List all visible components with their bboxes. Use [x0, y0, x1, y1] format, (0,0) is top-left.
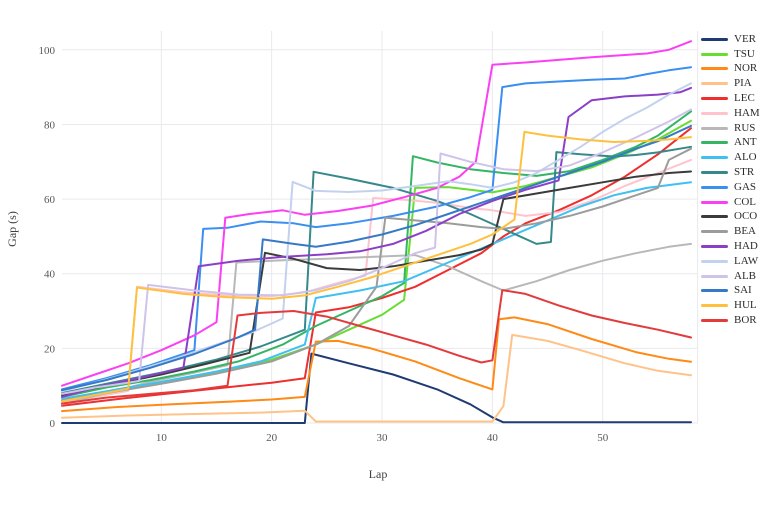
series-line-VER[interactable]: [61, 352, 692, 424]
legend-line-swatch: [701, 289, 728, 293]
series-line-BEA[interactable]: [61, 147, 692, 402]
series-layer: [61, 40, 692, 424]
legend-item-OCO[interactable]: OCO: [701, 210, 760, 225]
y-tick-label: 60: [44, 194, 56, 206]
series-line-LAW[interactable]: [61, 82, 692, 393]
legend-item-ANT[interactable]: ANT: [701, 136, 760, 151]
legend-item-NOR[interactable]: NOR: [701, 62, 760, 77]
y-axis-title: Gap (s): [5, 211, 19, 247]
legend-label: TSU: [734, 47, 755, 60]
legend-label: HUL: [734, 299, 757, 312]
legend-label: ANT: [734, 136, 757, 149]
legend-label: BEA: [734, 225, 756, 238]
y-tick-label: 80: [44, 119, 56, 131]
legend-line-swatch: [701, 52, 728, 56]
y-tick-label: 0: [50, 418, 56, 430]
legend-line-swatch: [701, 97, 728, 101]
series-line-RUS[interactable]: [61, 242, 692, 406]
legend-label: ALO: [734, 151, 757, 164]
legend-line-swatch: [701, 200, 728, 204]
legend-line-swatch: [701, 82, 728, 86]
legend-item-COL[interactable]: COL: [701, 195, 760, 210]
legend-item-ALB[interactable]: ALB: [701, 269, 760, 284]
legend-label: OCO: [734, 210, 758, 223]
legend-line-swatch: [701, 126, 728, 130]
legend-line-swatch: [701, 274, 728, 278]
legend-label: ALB: [734, 269, 756, 282]
x-tick-label: 20: [266, 432, 278, 444]
series-line-ALO[interactable]: [61, 181, 692, 400]
series-line-STR[interactable]: [61, 145, 692, 395]
legend-line-swatch: [701, 259, 728, 263]
series-line-SAI[interactable]: [61, 124, 692, 392]
legend-item-STR[interactable]: STR: [701, 165, 760, 180]
x-tick-label: 40: [487, 432, 499, 444]
legend-item-GAS[interactable]: GAS: [701, 180, 760, 195]
tick-layer: 10 20 30 40 50 0 20 40 60 80 100: [39, 45, 609, 444]
legend-item-HAM[interactable]: HAM: [701, 106, 760, 121]
x-tick-label: 30: [377, 432, 389, 444]
legend-line-swatch: [701, 111, 728, 115]
legend-item-RUS[interactable]: RUS: [701, 121, 760, 136]
series-line-HUL[interactable]: [61, 130, 692, 403]
legend-item-LEC[interactable]: LEC: [701, 91, 760, 106]
legend-label: HAM: [734, 106, 760, 119]
legend-label: NOR: [734, 62, 758, 75]
legend-item-HUL[interactable]: HUL: [701, 298, 760, 313]
x-tick-label: 10: [156, 432, 168, 444]
legend-label: VER: [734, 32, 756, 45]
series-line-HAD[interactable]: [61, 86, 692, 398]
legend-item-BOR[interactable]: BOR: [701, 313, 760, 328]
series-line-LEC[interactable]: [61, 127, 692, 407]
legend-item-PIA[interactable]: PIA: [701, 76, 760, 91]
series-line-OCO[interactable]: [61, 170, 692, 396]
legend-label: LAW: [734, 254, 759, 267]
legend-line-swatch: [701, 319, 728, 323]
legend-label: HAD: [734, 240, 758, 253]
legend-item-SAI[interactable]: SAI: [701, 284, 760, 299]
legend-label: STR: [734, 166, 755, 179]
legend-line-swatch: [701, 37, 728, 41]
series-line-GAS[interactable]: [61, 66, 692, 391]
legend-label: COL: [734, 195, 756, 208]
legend-item-HAD[interactable]: HAD: [701, 239, 760, 254]
legend-label: PIA: [734, 77, 752, 90]
legend-label: GAS: [734, 180, 757, 193]
legend-line-swatch: [701, 304, 728, 308]
y-tick-label: 40: [44, 269, 56, 281]
legend-item-ALO[interactable]: ALO: [701, 150, 760, 165]
legend-line-swatch: [701, 156, 728, 160]
legend-line-swatch: [701, 245, 728, 249]
series-line-ALB[interactable]: [61, 108, 692, 395]
series-line-NOR[interactable]: [61, 316, 692, 413]
legend: VER TSU NOR PIA LEC HAM RUS ANT ALO STR GAS COL OCO B…: [701, 32, 760, 328]
legend-item-BEA[interactable]: BEA: [701, 224, 760, 239]
x-tick-label: 50: [597, 432, 609, 444]
y-tick-label: 100: [39, 45, 56, 57]
legend-label: BOR: [734, 314, 757, 327]
y-tick-label: 20: [44, 343, 56, 355]
legend-line-swatch: [701, 230, 728, 234]
legend-label: RUS: [734, 121, 756, 134]
legend-item-LAW[interactable]: LAW: [701, 254, 760, 269]
legend-label: LEC: [734, 92, 755, 105]
series-line-BOR[interactable]: [61, 289, 692, 405]
legend-label: SAI: [734, 284, 752, 297]
series-line-PIA[interactable]: [61, 333, 692, 423]
series-line-COL[interactable]: [61, 40, 692, 387]
legend-line-swatch: [701, 67, 728, 71]
legend-line-swatch: [701, 171, 728, 175]
legend-line-swatch: [701, 215, 728, 219]
legend-item-TSU[interactable]: TSU: [701, 47, 760, 62]
legend-line-swatch: [701, 185, 728, 189]
legend-line-swatch: [701, 141, 728, 145]
x-axis-title: Lap: [369, 467, 388, 481]
legend-item-VER[interactable]: VER: [701, 32, 760, 47]
